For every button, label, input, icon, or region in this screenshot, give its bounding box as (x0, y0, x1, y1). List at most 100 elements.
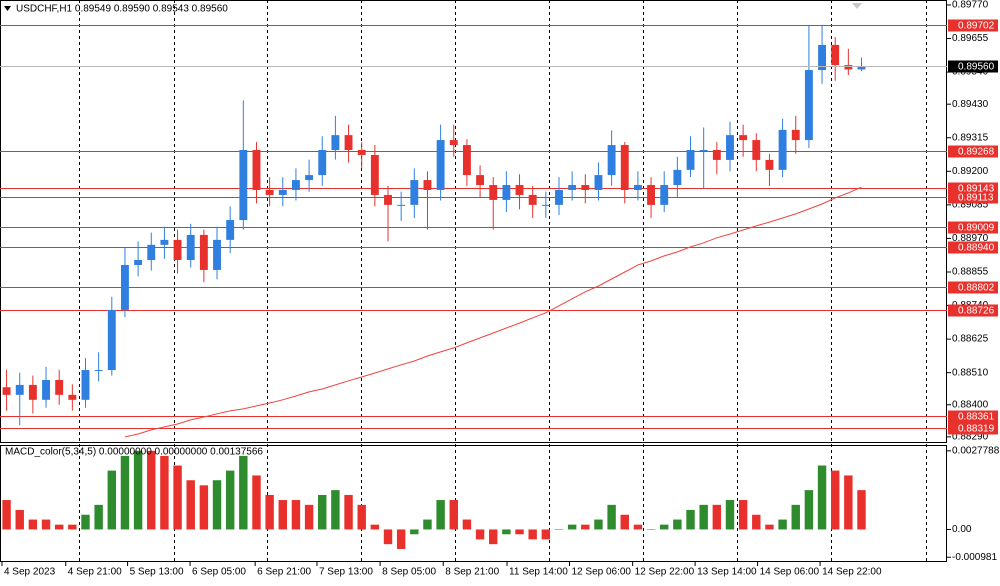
macd-bar (173, 465, 182, 530)
candle-body (436, 140, 445, 190)
macd-bar (738, 500, 748, 530)
level-label-box (948, 281, 998, 294)
y-tick-label: 0.88400 (952, 399, 989, 410)
macd-bar (646, 529, 656, 530)
candle-body (502, 185, 511, 200)
candle-body (278, 189, 287, 195)
candle-body (555, 189, 563, 205)
macd-bar (857, 490, 866, 530)
level-label-box (948, 221, 998, 234)
current-price-box (948, 60, 998, 73)
candle-body (213, 239, 221, 270)
candle-body (384, 194, 392, 205)
level-label-box (948, 145, 998, 158)
macd-bar (541, 529, 551, 540)
macd-bar (686, 509, 695, 530)
macd-bar (528, 529, 537, 540)
candle-body (15, 384, 24, 395)
x-tick-label: 8 Sep 21:00 (445, 567, 499, 578)
x-tick-label: 4 Sep 2023 (4, 567, 56, 578)
level-label: 0.88726 (958, 306, 995, 317)
x-tick-label: 8 Sep 05:00 (382, 567, 436, 578)
macd-bar (396, 529, 406, 549)
macd-bar (475, 529, 485, 540)
candle-body (357, 150, 366, 155)
macd-bar (765, 524, 774, 530)
level-label-box (948, 241, 998, 254)
macd-bar (712, 504, 722, 530)
macd-bar (107, 470, 117, 530)
macd-bar (225, 470, 235, 530)
level-label-box (948, 304, 998, 317)
macd-bar (449, 500, 458, 530)
y-tick-label: 0.89430 (952, 99, 989, 110)
candle-body (160, 239, 169, 245)
indicator-header: MACD_color(5,34,5) 0.00000000 0.00000000… (5, 447, 263, 458)
macd-bar (660, 524, 669, 530)
candle-body (147, 244, 156, 261)
candle-body (739, 135, 748, 141)
macd-bar (291, 500, 301, 530)
x-tick-label: 6 Sep 21:00 (257, 567, 311, 578)
candle-body (686, 150, 695, 170)
candle-body (291, 180, 300, 190)
x-tick-label: 13 Sep 14:00 (697, 567, 757, 578)
candle-body (712, 150, 721, 160)
candle-body (752, 140, 761, 160)
current-price-label: 0.89560 (958, 62, 995, 73)
macd-bar (265, 494, 274, 530)
y-tick-label: 0.89200 (952, 166, 989, 177)
x-tick-label: 4 Sep 21:00 (68, 567, 122, 578)
candle-body (186, 234, 195, 261)
menu-arrow[interactable] (4, 6, 11, 11)
macd-bar (147, 450, 156, 530)
macd-bar (186, 480, 195, 530)
macd-bar (133, 450, 143, 530)
candle-body (318, 150, 327, 176)
price-panel (0, 0, 947, 443)
macd-bar (278, 500, 287, 530)
x-tick-label: 11 Sep 14:00 (509, 567, 568, 578)
macd-bar (581, 524, 590, 530)
macd-bar (830, 470, 840, 530)
candle-body (647, 185, 656, 205)
moving-average (124, 186, 862, 438)
candle-body (331, 135, 340, 151)
macd-bar (41, 519, 51, 530)
macd-bar (462, 519, 472, 530)
macd-bar (28, 519, 38, 530)
x-tick-label: 6 Sep 05:00 (192, 567, 246, 578)
macd-bar (567, 524, 577, 530)
macd-panel (0, 445, 947, 562)
candle-body (370, 154, 379, 195)
candle-body (844, 65, 853, 70)
macd-bar (607, 504, 616, 530)
candle-body (620, 145, 629, 190)
shift-marker[interactable] (852, 3, 862, 9)
macd-bar (791, 504, 800, 530)
macd-bar (436, 500, 445, 530)
y-tick-label: 0.88290 (952, 432, 989, 443)
macd-bar (699, 504, 708, 530)
candle-body (633, 185, 642, 190)
candle-body (726, 135, 734, 160)
candle-body (55, 379, 64, 395)
candle-body (581, 185, 590, 190)
candle-body (489, 185, 498, 200)
candle-body (765, 159, 774, 170)
macd-bar (2, 500, 11, 530)
macd-bar (160, 455, 169, 530)
macd-bar (673, 519, 682, 530)
macd-bar (620, 514, 629, 530)
y-tick-label: 0.88855 (952, 267, 989, 278)
candle-body (2, 387, 11, 395)
macd-bar (752, 514, 761, 530)
macd-bar (515, 529, 524, 535)
level-label: 0.88361 (958, 412, 995, 423)
y-tick-label: 0.89085 (952, 200, 989, 211)
level-label-box (948, 422, 998, 435)
candle-body (344, 135, 353, 151)
